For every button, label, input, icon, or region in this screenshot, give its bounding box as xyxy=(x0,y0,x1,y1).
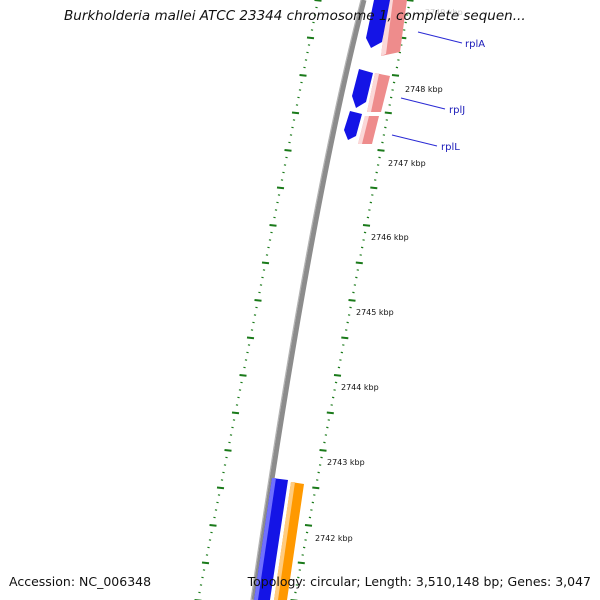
inner-tick-mark xyxy=(377,149,385,152)
inner-tick-mark xyxy=(333,374,342,377)
gene-reverse-bottom-hl xyxy=(274,482,295,600)
outer-tick-mark xyxy=(209,524,217,527)
gene-rplL-forward[interactable] xyxy=(344,111,362,140)
accession-text: Accession: NC_006348 xyxy=(9,574,152,589)
outer-tick-mark xyxy=(224,449,232,452)
gene-forward-bottom-hl xyxy=(254,478,276,600)
map-title: Burkholderia mallei ATCC 23344 chromosom… xyxy=(64,8,526,24)
inner-tick-mark xyxy=(348,299,356,302)
outer-tick-mark xyxy=(269,224,277,227)
inner-tick-mark xyxy=(370,186,378,190)
chromosome-backbone-highlight xyxy=(250,0,362,600)
inner-tick-mark xyxy=(391,74,400,77)
rplL-label[interactable]: rplL xyxy=(441,142,460,153)
topology-text: Topology: circular; Length: 3,510,148 bp… xyxy=(247,574,591,589)
outer-tick-mark xyxy=(231,411,240,415)
tick-label-partial: 2749 kbp xyxy=(425,8,463,17)
inner-tick-mark xyxy=(319,449,327,452)
tick-label-2743: 2743 kbp xyxy=(327,458,365,467)
outer-tick-mark xyxy=(306,36,315,40)
gene-rplA-reverse-hl xyxy=(381,0,393,56)
outer-tick-mark xyxy=(284,149,292,152)
outer-tick-mark xyxy=(299,74,307,77)
rplA-leader-line xyxy=(417,31,463,44)
rplJ-label[interactable]: rplJ xyxy=(449,105,465,116)
inner-tick-mark xyxy=(406,0,414,2)
outer-tick-track xyxy=(194,0,322,600)
tick-label-2746: 2746 kbp xyxy=(371,233,409,242)
inner-tick-mark xyxy=(326,411,334,415)
inner-tick-mark xyxy=(312,486,320,490)
outer-tick-mark xyxy=(314,0,322,2)
tick-label-2745: 2745 kbp xyxy=(356,308,394,317)
rplJ-leader-line xyxy=(400,97,446,110)
inner-tick-mark xyxy=(362,224,371,227)
inner-tick-track xyxy=(290,0,414,600)
inner-tick-mark xyxy=(355,261,363,265)
outer-tick-mark xyxy=(254,299,262,302)
tick-label-2744: 2744 kbp xyxy=(341,383,379,392)
rplA-label[interactable]: rplA xyxy=(465,39,485,50)
outer-tick-mark xyxy=(291,111,300,115)
gene-rplJ-reverse-hl xyxy=(367,73,379,112)
inner-tick-mark xyxy=(304,524,313,527)
inner-tick-mark xyxy=(341,336,349,340)
gene-rplA-forward[interactable] xyxy=(366,0,390,48)
tick-label-2747: 2747 kbp xyxy=(388,159,426,168)
outer-tick-mark xyxy=(261,261,270,265)
rplL-leader-line xyxy=(391,134,438,147)
outer-tick-mark xyxy=(239,374,247,377)
inner-tick-mark xyxy=(297,561,305,565)
inner-tick-mark xyxy=(384,111,392,115)
gene-rplJ-forward[interactable] xyxy=(352,69,373,108)
outer-tick-mark xyxy=(246,336,255,340)
gene-rplL-reverse-hl xyxy=(358,116,369,144)
outer-tick-mark xyxy=(276,186,285,190)
outer-tick-mark xyxy=(216,486,225,490)
outer-tick-mark xyxy=(201,561,210,565)
tick-label-2748: 2748 kbp xyxy=(405,85,443,94)
tick-label-2742: 2742 kbp xyxy=(315,534,353,543)
